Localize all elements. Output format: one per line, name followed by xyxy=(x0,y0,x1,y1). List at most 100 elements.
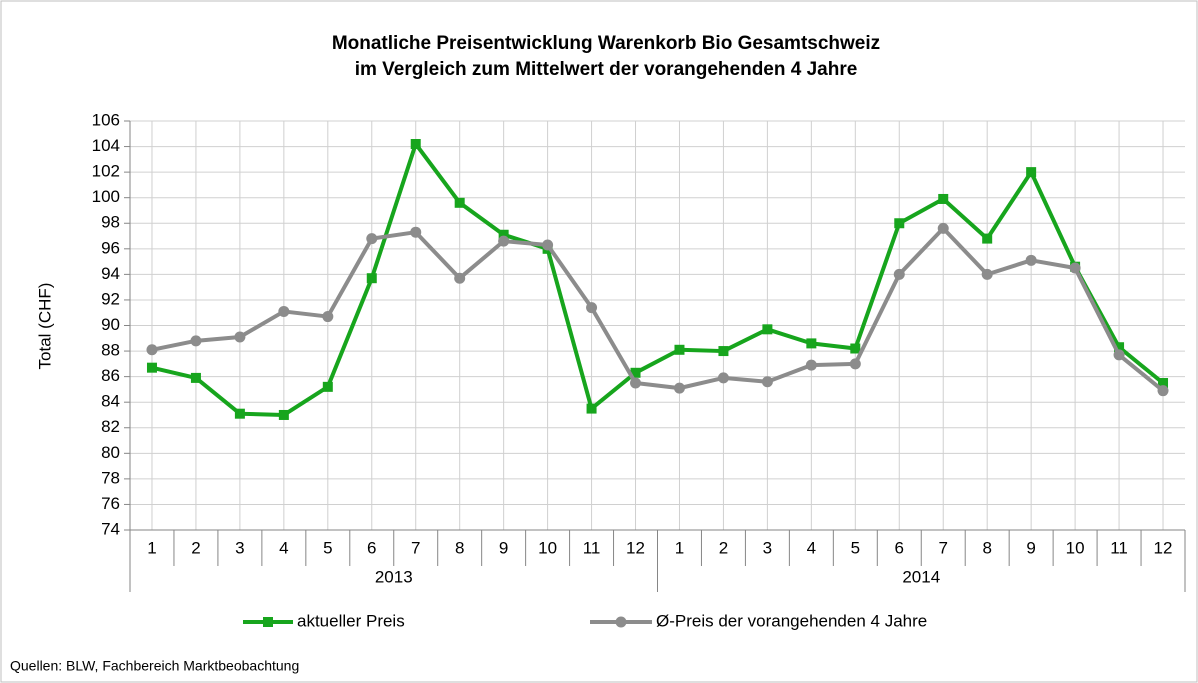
point-marker xyxy=(366,233,378,245)
y-tick-label: 78 xyxy=(101,468,120,487)
point-marker xyxy=(1157,385,1169,397)
point-marker xyxy=(718,346,729,357)
point-marker xyxy=(586,403,597,414)
y-tick-label: 98 xyxy=(101,213,120,232)
y-tick-label: 86 xyxy=(101,366,120,385)
legend-label: Ø-Preis der vorangehenden 4 Jahre xyxy=(656,611,927,630)
group-label: 2014 xyxy=(902,567,940,586)
point-marker xyxy=(717,372,729,384)
point-marker xyxy=(762,324,773,335)
y-tick-label: 102 xyxy=(92,162,120,181)
legend-marker xyxy=(615,616,627,628)
x-tick-label: 4 xyxy=(279,538,288,557)
legend-label: aktueller Preis xyxy=(297,611,405,630)
point-marker xyxy=(937,222,949,234)
source-note: Quellen: BLW, Fachbereich Marktbeobachtu… xyxy=(10,658,299,674)
series-line xyxy=(151,142,1165,417)
point-marker xyxy=(674,344,685,355)
y-tick-label: 92 xyxy=(101,289,120,308)
point-marker xyxy=(761,376,773,388)
point-marker xyxy=(410,226,422,238)
point-marker xyxy=(630,367,641,378)
point-marker xyxy=(586,302,598,314)
y-axis-label: Total (CHF) xyxy=(35,283,54,370)
x-tick-label: 10 xyxy=(538,538,557,557)
point-marker xyxy=(893,268,905,280)
point-marker xyxy=(322,311,334,323)
point-marker xyxy=(234,408,245,419)
x-tick-label: 11 xyxy=(1110,538,1128,557)
x-tick-label: 7 xyxy=(411,538,420,557)
legend-marker xyxy=(263,617,273,627)
point-marker xyxy=(454,272,466,284)
y-tick-label: 82 xyxy=(101,417,120,436)
point-marker xyxy=(805,359,817,371)
group-label: 2013 xyxy=(375,567,413,586)
y-tick-label: 96 xyxy=(101,238,120,257)
x-tick-label: 6 xyxy=(367,538,376,557)
y-tick-label: 88 xyxy=(101,341,120,360)
series-line xyxy=(151,226,1165,393)
point-marker xyxy=(146,362,157,373)
y-tick-label: 104 xyxy=(92,136,120,155)
y-tick-label: 84 xyxy=(101,392,120,411)
x-tick-label: 4 xyxy=(807,538,816,557)
x-tick-label: 9 xyxy=(499,538,508,557)
x-tick-label: 5 xyxy=(851,538,860,557)
y-tick-label: 106 xyxy=(92,110,120,129)
point-marker xyxy=(278,305,290,317)
chart-title: im Vergleich zum Mittelwert der vorangeh… xyxy=(355,59,858,80)
point-marker xyxy=(498,235,510,247)
x-tick-label: 2 xyxy=(719,538,728,557)
point-marker xyxy=(1158,378,1169,389)
point-marker xyxy=(1069,262,1081,274)
point-marker xyxy=(849,358,861,370)
point-marker xyxy=(1025,254,1037,266)
point-marker xyxy=(190,335,202,347)
point-marker xyxy=(894,218,905,229)
point-marker xyxy=(234,331,246,343)
point-marker xyxy=(454,197,465,208)
y-tick-label: 94 xyxy=(101,264,120,283)
x-tick-label: 6 xyxy=(895,538,904,557)
x-tick-label: 10 xyxy=(1066,538,1085,557)
point-marker xyxy=(366,273,377,284)
x-tick-label: 8 xyxy=(455,538,464,557)
point-marker xyxy=(146,344,158,356)
x-tick-label: 9 xyxy=(1026,538,1035,557)
x-tick-label: 2 xyxy=(191,538,200,557)
point-marker xyxy=(410,139,421,150)
point-marker xyxy=(981,268,993,280)
x-tick-label: 1 xyxy=(147,538,156,557)
y-tick-label: 100 xyxy=(92,187,120,206)
x-tick-label: 1 xyxy=(675,538,684,557)
y-tick-label: 74 xyxy=(101,519,120,538)
x-tick-label: 7 xyxy=(938,538,947,557)
x-tick-label: 12 xyxy=(626,538,645,557)
point-marker xyxy=(806,338,817,349)
x-tick-label: 3 xyxy=(763,538,772,557)
point-marker xyxy=(850,343,861,354)
point-marker xyxy=(278,409,289,420)
point-marker xyxy=(1026,167,1037,178)
point-marker xyxy=(1114,342,1125,353)
point-marker xyxy=(1113,349,1125,361)
y-tick-label: 80 xyxy=(101,443,120,462)
point-marker xyxy=(542,239,554,251)
chart-title: Monatliche Preisentwicklung Warenkorb Bi… xyxy=(332,33,880,54)
y-tick-label: 90 xyxy=(101,315,120,334)
point-marker xyxy=(322,381,333,392)
point-marker xyxy=(673,382,685,394)
point-marker xyxy=(982,233,993,244)
point-marker xyxy=(498,229,509,240)
x-tick-label: 3 xyxy=(235,538,244,557)
x-tick-label: 5 xyxy=(323,538,332,557)
x-tick-label: 12 xyxy=(1154,538,1173,557)
x-tick-label: 8 xyxy=(982,538,991,557)
point-marker xyxy=(190,372,201,383)
point-marker xyxy=(630,377,642,389)
y-tick-label: 76 xyxy=(101,494,120,513)
